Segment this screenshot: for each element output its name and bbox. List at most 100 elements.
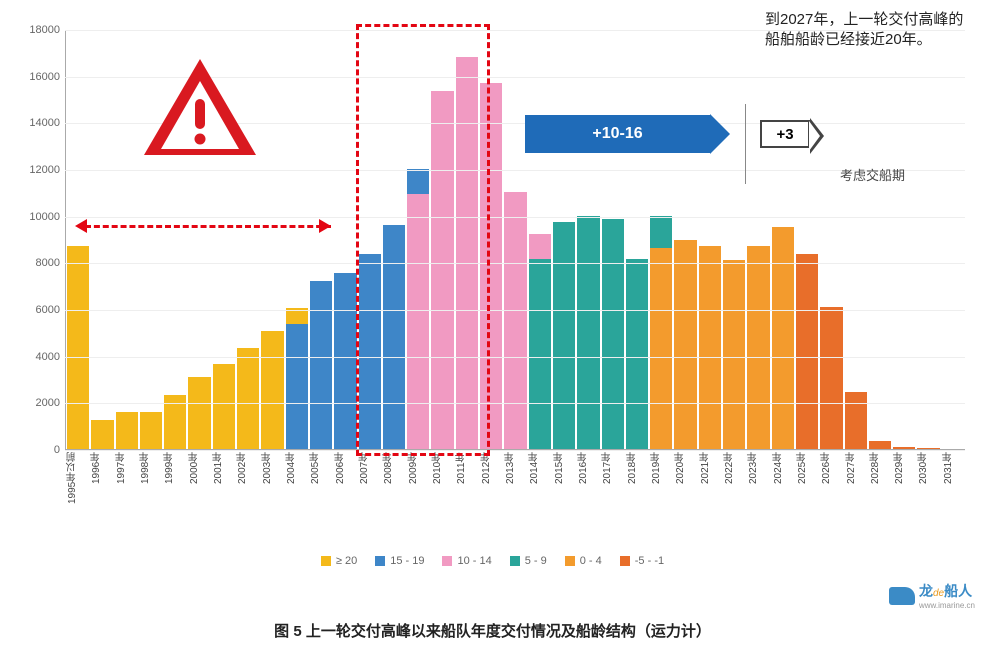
bar-segment <box>140 412 162 449</box>
arrow-blue-label: +10-16 <box>525 115 710 153</box>
annotation-text-top: 到2027年，上一轮交付高峰的船舶船龄已经接近20年。 <box>765 10 965 49</box>
bar-segment <box>310 281 332 449</box>
x-tick-label: 2012年 <box>479 452 503 512</box>
bar <box>90 420 114 449</box>
x-tick-label: 2016年 <box>576 452 600 512</box>
x-tick-label: 2019年 <box>649 452 673 512</box>
bar-segment <box>917 448 939 449</box>
x-tick-label: 2017年 <box>600 452 624 512</box>
arrow-white-label: +3 <box>760 120 810 148</box>
bar <box>115 412 139 449</box>
legend-label: 10 - 14 <box>457 555 491 567</box>
x-tick-label: 2020年 <box>673 452 697 512</box>
bar-segment <box>261 331 283 449</box>
bar <box>916 448 940 449</box>
bar-segment <box>602 219 624 449</box>
bar-segment <box>91 420 113 449</box>
y-tick-label: 0 <box>54 444 60 456</box>
bar-segment <box>845 392 867 449</box>
x-tick-label: 2023年 <box>746 452 770 512</box>
gridline <box>65 217 965 218</box>
bar <box>746 246 770 449</box>
gridline <box>65 310 965 311</box>
bar-segment <box>504 192 526 449</box>
x-tick-label: 2027年 <box>844 452 868 512</box>
x-tick-label: 2022年 <box>722 452 746 512</box>
red-arrow-head-left <box>75 219 87 233</box>
bar <box>771 227 795 449</box>
bar-segment <box>869 441 891 449</box>
bar <box>673 240 697 449</box>
bar-segment <box>650 248 672 449</box>
x-tick-label: 2005年 <box>308 452 332 512</box>
legend-label: 15 - 19 <box>390 555 424 567</box>
bar-segment <box>674 240 696 449</box>
x-tick-label: 2021年 <box>698 452 722 512</box>
x-axis-labels: 1995年以前1996年1997年1998年1999年2000年2001年200… <box>65 452 965 512</box>
bar-segment <box>359 254 381 449</box>
x-tick-label: 1997年 <box>114 452 138 512</box>
logo-text-2: de <box>933 588 944 599</box>
x-tick-label: 2029年 <box>892 452 916 512</box>
bar-segment <box>456 57 478 449</box>
bar-segment <box>383 225 405 449</box>
bar <box>503 192 527 449</box>
bar <box>455 57 479 449</box>
x-tick-label: 2024年 <box>771 452 795 512</box>
legend-item: 10 - 14 <box>442 555 491 567</box>
warning-icon <box>140 55 260 165</box>
legend-item: -5 - -1 <box>620 555 664 567</box>
x-tick-label: 2028年 <box>868 452 892 512</box>
red-arrow-head-right <box>319 219 331 233</box>
x-tick-label: 2008年 <box>381 452 405 512</box>
logo-shape <box>889 587 915 605</box>
bar-segment <box>893 447 915 449</box>
bar-segment <box>772 227 794 449</box>
bar <box>309 281 333 449</box>
bar-segment <box>577 216 599 449</box>
y-axis: 0200040006000800010000120001400016000180… <box>20 30 65 450</box>
legend-label: -5 - -1 <box>635 555 664 567</box>
bar-segment <box>286 324 308 449</box>
bar-segment <box>553 222 575 450</box>
y-tick-label: 10000 <box>29 211 60 223</box>
legend-swatch <box>442 556 452 566</box>
bar <box>819 307 843 449</box>
legend-swatch <box>321 556 331 566</box>
bar-segment <box>723 260 745 449</box>
x-tick-label: 2015年 <box>552 452 576 512</box>
logo-url: www.imarine.cn <box>919 601 975 610</box>
x-tick-label: 1996年 <box>89 452 113 512</box>
y-tick-label: 8000 <box>36 257 60 269</box>
x-tick-label: 2031年 <box>941 452 965 512</box>
bar-segment <box>188 377 210 449</box>
bar <box>285 308 309 449</box>
bar-segment <box>796 254 818 449</box>
y-tick-label: 18000 <box>29 24 60 36</box>
x-tick-label: 2001年 <box>211 452 235 512</box>
x-tick-label: 1999年 <box>162 452 186 512</box>
x-tick-label: 2002年 <box>235 452 259 512</box>
bar <box>382 225 406 449</box>
gridline <box>65 357 965 358</box>
bar-segment <box>529 234 551 259</box>
x-tick-label: 1995年以前 <box>65 452 89 512</box>
bar <box>212 364 236 449</box>
bar <box>649 216 673 449</box>
logo-text-1: 龙 <box>919 583 933 599</box>
x-tick-label: 2010年 <box>430 452 454 512</box>
x-tick-label: 2018年 <box>625 452 649 512</box>
bar-segment <box>820 307 842 449</box>
x-tick-label: 2007年 <box>357 452 381 512</box>
bar <box>333 273 357 449</box>
x-tick-label: 2014年 <box>527 452 551 512</box>
bar-segment <box>650 216 672 249</box>
bar <box>66 246 90 449</box>
bar <box>576 216 600 449</box>
x-tick-label: 2000年 <box>187 452 211 512</box>
legend-swatch <box>565 556 575 566</box>
bar-segment <box>431 91 453 449</box>
bar <box>528 234 552 449</box>
bar-segment <box>529 259 551 449</box>
bar <box>795 254 819 449</box>
